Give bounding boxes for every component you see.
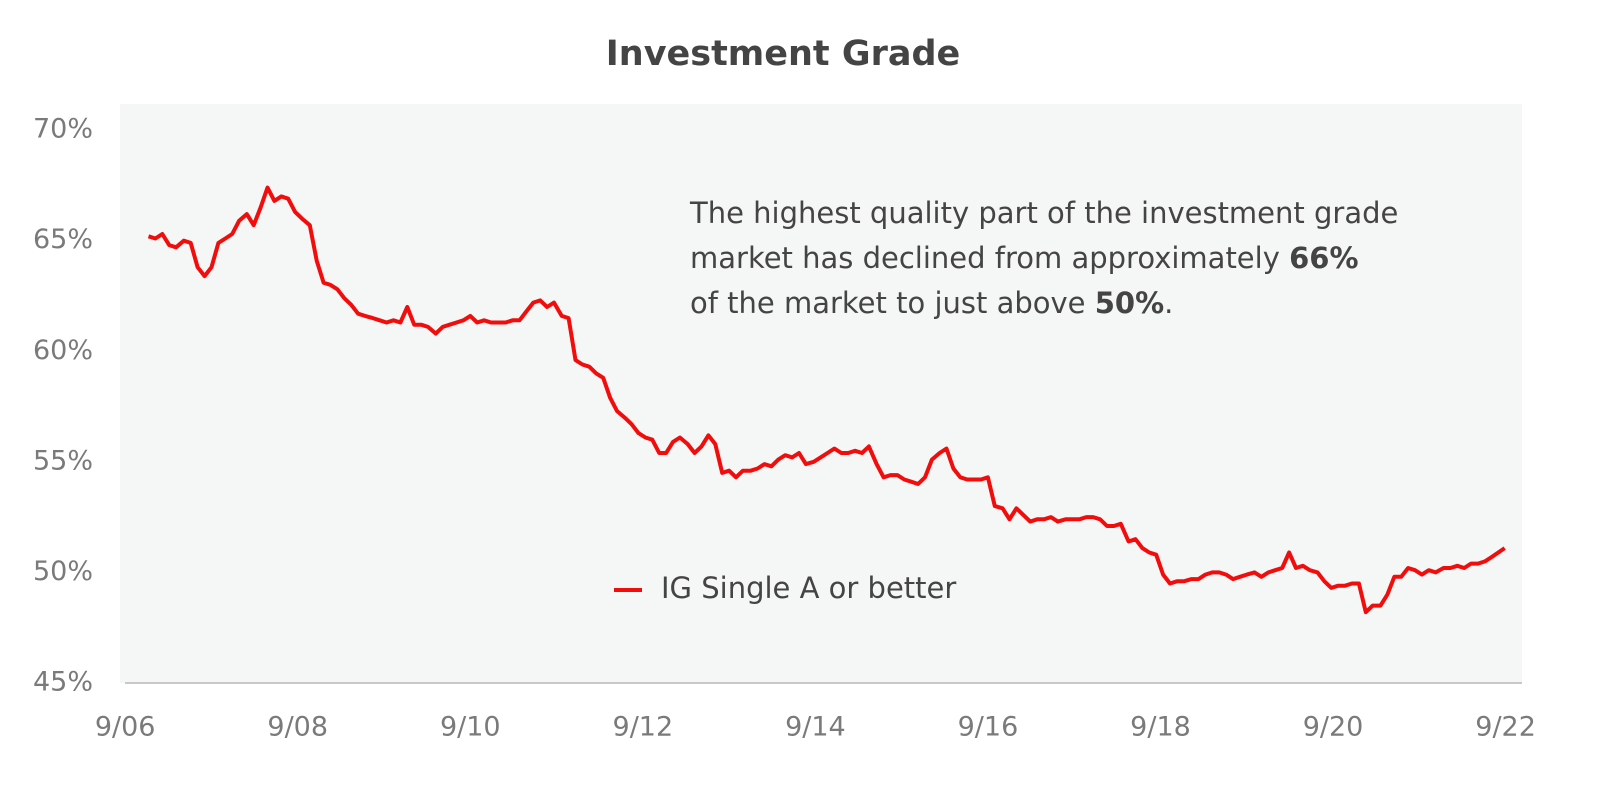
x-tick-label: 9/12 bbox=[613, 712, 674, 743]
annotation: market has declined from approximately 6… bbox=[690, 241, 1359, 275]
annotation-segment: The highest quality part of the investme… bbox=[689, 196, 1398, 230]
annotation-segment: . bbox=[1164, 286, 1173, 320]
x-tick-label: 9/08 bbox=[267, 712, 328, 743]
annotation-segment: 66% bbox=[1289, 241, 1358, 275]
x-tick-label: 9/16 bbox=[958, 712, 1019, 743]
annotation: The highest quality part of the investme… bbox=[689, 196, 1398, 230]
x-tick-label: 9/20 bbox=[1303, 712, 1364, 743]
x-tick-label: 9/14 bbox=[785, 712, 846, 743]
x-tick-label: 9/18 bbox=[1130, 712, 1191, 743]
legend-label: IG Single A or better bbox=[661, 571, 956, 605]
plot-area bbox=[120, 104, 1522, 683]
x-tick-label: 9/22 bbox=[1475, 712, 1536, 743]
annotation-segment: market has declined from approximately bbox=[690, 241, 1289, 275]
annotation-segment: 50% bbox=[1095, 286, 1164, 320]
series-line bbox=[147, 185, 1506, 615]
annotation: of the market to just above 50%. bbox=[690, 286, 1173, 320]
y-tick-label: 65% bbox=[33, 224, 93, 255]
y-tick-label: 45% bbox=[33, 667, 93, 698]
annotation-segment: of the market to just above bbox=[690, 286, 1095, 320]
x-tick-label: 9/10 bbox=[440, 712, 501, 743]
y-tick-label: 55% bbox=[33, 445, 93, 476]
y-tick-label: 60% bbox=[33, 335, 93, 366]
chart-title: Investment Grade bbox=[606, 34, 961, 74]
x-tick-label: 9/06 bbox=[95, 712, 156, 743]
y-tick-label: 50% bbox=[33, 556, 93, 587]
y-tick-label: 70% bbox=[33, 114, 93, 145]
